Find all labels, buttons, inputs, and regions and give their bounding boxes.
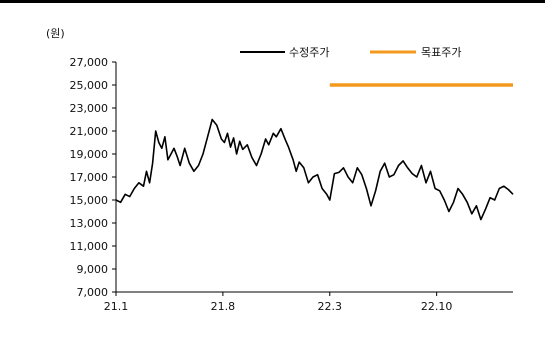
legend: 수정주가 목표주가	[240, 46, 461, 59]
y-unit-label: (원)	[46, 27, 65, 40]
y-tick-label: 7,000	[77, 286, 109, 299]
x-tick-label: 22.3	[318, 300, 343, 313]
x-tick-label: 21.8	[211, 300, 236, 313]
y-tick-label: 15,000	[70, 194, 109, 207]
top-rule	[0, 0, 545, 3]
y-tick-label: 13,000	[70, 217, 109, 230]
x-tick-label: 21.1	[104, 300, 129, 313]
x-axis-ticks: 21.1 21.8 22.3 22.10	[104, 292, 453, 313]
y-tick-label: 25,000	[70, 79, 109, 92]
legend-label-price: 수정주가	[289, 46, 329, 59]
y-tick-label: 11,000	[70, 240, 109, 253]
series-lines	[115, 83, 514, 221]
y-axis-ticks: 27,000 25,000 23,000 21,000 19,000 17,000 15,0…	[70, 56, 116, 299]
y-tick-label: 19,000	[70, 148, 109, 161]
y-tick-label: 9,000	[77, 263, 109, 276]
x-tick-label: 22.10	[421, 300, 453, 313]
legend-label-target: 목표주가	[421, 46, 461, 59]
y-tick-label: 21,000	[70, 125, 109, 138]
y-tick-label: 23,000	[70, 102, 109, 115]
y-tick-label: 27,000	[70, 56, 109, 69]
y-tick-label: 17,000	[70, 171, 109, 184]
series-line-price	[115, 118, 514, 221]
